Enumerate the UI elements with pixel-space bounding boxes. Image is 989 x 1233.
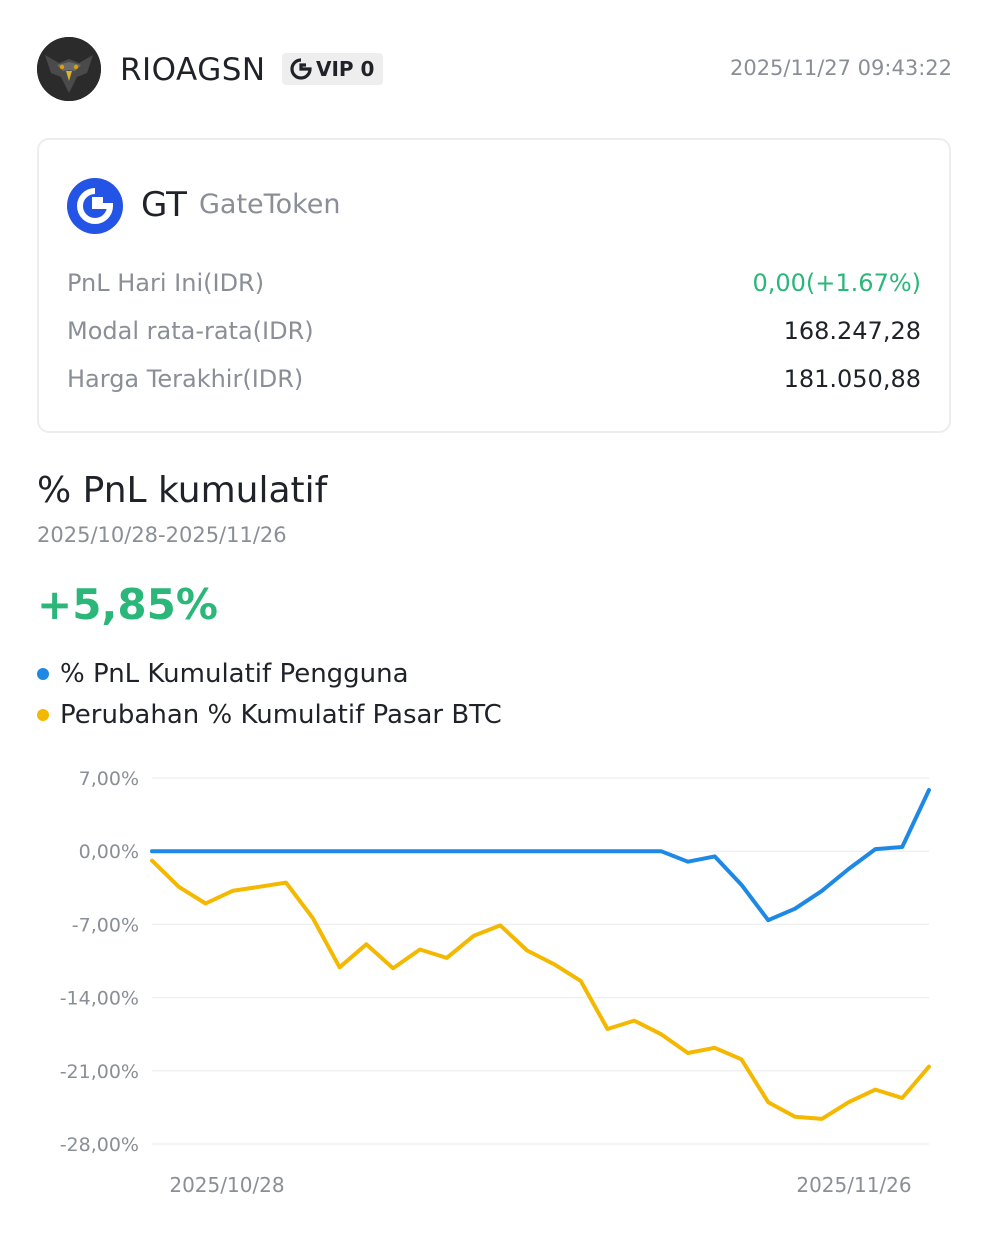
date-range: 2025/10/28-2025/11/26 [37, 523, 287, 547]
vip-badge[interactable]: VIP 0 [282, 53, 384, 85]
gatetoken-icon [67, 178, 123, 234]
vip-label: VIP 0 [316, 57, 375, 81]
pnl-line-chart[interactable]: 7,00% 0,00% -7,00% -14,00% -21,00% -28,00% 202… [0, 760, 989, 1210]
y-tick-label: 7,00% [79, 768, 139, 790]
avg-cost-label: Modal rata-rata(IDR) [67, 317, 314, 345]
avg-cost-row: Modal rata-rata(IDR) 168.247,28 [67, 314, 921, 348]
legend-dot-btc [37, 709, 49, 721]
user-pnl-series-line [150, 788, 931, 923]
legend-label-btc: Perubahan % Kumulatif Pasar BTC [60, 700, 502, 730]
last-price-value: 181.050,88 [783, 365, 921, 393]
username: RIOAGSN [120, 52, 266, 88]
y-tick-label: 0,00% [79, 841, 139, 863]
y-tick-label: -21,00% [60, 1061, 139, 1083]
token-name: GateToken [199, 189, 341, 220]
chart-section-title: % PnL kumulatif [37, 470, 328, 511]
token-card[interactable]: GT GateToken PnL Hari Ini(IDR) 0,00(+1.6… [37, 138, 951, 433]
btc-market-series-line [150, 858, 931, 1121]
pnl-today-value: 0,00(+1.67%) [752, 269, 921, 297]
timestamp: 2025/11/27 09:43:22 [729, 56, 952, 80]
avg-cost-value: 168.247,28 [783, 317, 921, 345]
y-tick-label: -28,00% [60, 1134, 139, 1156]
user-header: RIOAGSN VIP 0 2025/11/27 09:43:22 [37, 37, 952, 101]
x-tick-label: 2025/10/28 [169, 1173, 284, 1197]
avatar[interactable] [37, 37, 101, 101]
pnl-today-label: PnL Hari Ini(IDR) [67, 269, 265, 297]
token-symbol: GT [141, 185, 187, 225]
total-pnl: +5,85% [37, 580, 218, 629]
last-price-row: Harga Terakhir(IDR) 181.050,88 [67, 362, 921, 396]
eagle-avatar-icon [37, 37, 101, 101]
pnl-today-row: PnL Hari Ini(IDR) 0,00(+1.67%) [67, 266, 921, 300]
legend-item-btc: Perubahan % Kumulatif Pasar BTC [37, 698, 637, 732]
x-tick-label: 2025/11/26 [796, 1173, 911, 1197]
gate-logo-icon [290, 58, 312, 80]
y-tick-label: -7,00% [72, 914, 139, 936]
legend-label-user: % PnL Kumulatif Pengguna [60, 659, 409, 689]
last-price-label: Harga Terakhir(IDR) [67, 365, 304, 393]
legend-item-user: % PnL Kumulatif Pengguna [37, 657, 637, 691]
y-tick-label: -14,00% [60, 988, 139, 1010]
legend-dot-user [37, 668, 49, 680]
